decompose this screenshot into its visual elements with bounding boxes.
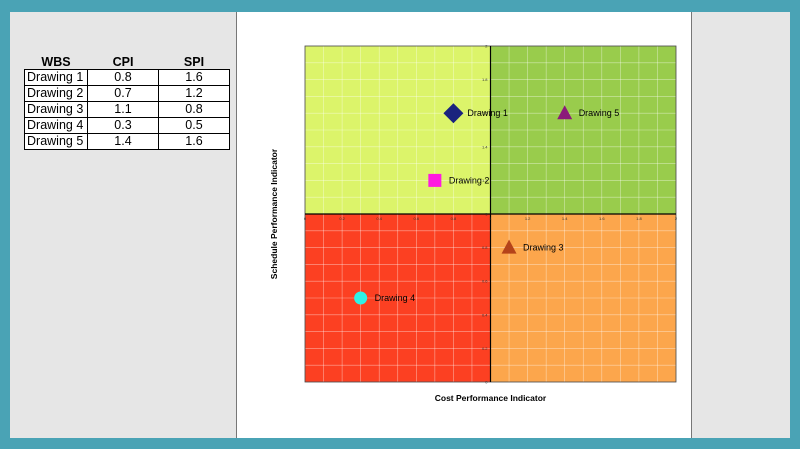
table-row: Drawing 3 1.1 0.8: [24, 101, 230, 118]
y-tick-label: 1: [485, 212, 488, 217]
right-panel: [692, 12, 790, 438]
x-tick-label: 1.2: [525, 216, 531, 221]
row-spi: 0.8: [158, 101, 230, 118]
y-tick-label: 0.2: [482, 346, 488, 351]
header-cpi: CPI: [112, 54, 134, 69]
x-tick-label: 1.4: [562, 216, 568, 221]
y-tick-label: 1.6: [482, 111, 488, 116]
header-wbs: WBS: [41, 54, 71, 69]
row-wbs: Drawing 2: [24, 85, 88, 102]
data-point: Drawing 5: [557, 105, 620, 120]
row-spi: 0.5: [158, 117, 230, 134]
center-axes: [305, 46, 676, 382]
row-cpi: 0.3: [87, 117, 159, 134]
point-label: Drawing 1: [467, 108, 508, 118]
row-spi: 1.6: [158, 133, 230, 150]
y-tick-label: 0.8: [482, 245, 488, 250]
tick-labels: 0 0.2 0.4 0.6 0.8 1 1.2 1.4 1.6 1.8 2 0 0.2 0.4 0.6 0.8…: [304, 44, 678, 385]
point-marker-triangle: [501, 239, 517, 254]
point-label: Drawing 2: [449, 175, 490, 185]
row-wbs: Drawing 5: [24, 133, 88, 150]
point-marker-triangle: [557, 105, 573, 120]
y-axis-title: Schedule Performance Indicator: [269, 148, 279, 279]
row-spi: 1.6: [158, 69, 230, 86]
point-marker-circle: [354, 291, 368, 305]
y-tick-label: 0: [485, 380, 488, 385]
x-tick-label: 0.4: [376, 216, 382, 221]
table-row: Drawing 4 0.3 0.5: [24, 117, 230, 134]
table-row: Drawing 1 0.8 1.6: [24, 69, 230, 86]
y-tick-label: 1.4: [482, 144, 488, 149]
table-row: Drawing 2 0.7 1.2: [24, 85, 230, 102]
point-marker-diamond: [443, 103, 464, 124]
x-axis-title: Cost Performance Indicator: [435, 393, 547, 403]
row-cpi: 1.4: [87, 133, 159, 150]
row-wbs: Drawing 3: [24, 101, 88, 118]
y-tick-label: 0.4: [482, 312, 488, 317]
y-tick-label: 1.2: [482, 178, 488, 183]
row-wbs: Drawing 4: [24, 117, 88, 134]
point-label: Drawing 3: [523, 243, 564, 253]
point-marker-square: [428, 173, 442, 187]
header-spi: SPI: [183, 54, 205, 69]
table-row: Drawing 5 1.4 1.6: [24, 133, 230, 150]
data-points: Drawing 1 Drawing 2 Drawing 3 Drawing 4 Draw…: [354, 103, 620, 305]
x-tick-label: 0.6: [414, 216, 420, 221]
x-tick-label: 1.8: [636, 216, 642, 221]
row-cpi: 1.1: [87, 101, 159, 118]
x-tick-label: 0.8: [451, 216, 457, 221]
x-tick-label: 1.6: [599, 216, 605, 221]
x-tick-label: 0: [304, 216, 307, 221]
table-header-row: WBS CPI SPI: [25, 54, 230, 70]
x-tick-label: 0.2: [339, 216, 345, 221]
point-label: Drawing 4: [375, 293, 416, 303]
data-point: Drawing 1: [443, 103, 508, 124]
y-tick-label: 0.6: [482, 279, 488, 284]
row-wbs: Drawing 1: [24, 69, 88, 86]
y-tick-label: 2: [485, 44, 488, 49]
x-tick-label: 1: [489, 216, 492, 221]
row-cpi: 0.7: [87, 85, 159, 102]
data-point: Drawing 3: [501, 239, 564, 254]
x-tick-label: 2: [675, 216, 678, 221]
row-spi: 1.2: [158, 85, 230, 102]
data-point: Drawing 2: [428, 173, 490, 187]
data-point: Drawing 4: [354, 291, 416, 305]
point-label: Drawing 5: [579, 108, 620, 118]
wbs-table: WBS CPI SPI Drawing 1 0.8 1.6 Drawing 2 …: [24, 54, 230, 150]
y-tick-label: 1.8: [482, 77, 488, 82]
row-cpi: 0.8: [87, 69, 159, 86]
